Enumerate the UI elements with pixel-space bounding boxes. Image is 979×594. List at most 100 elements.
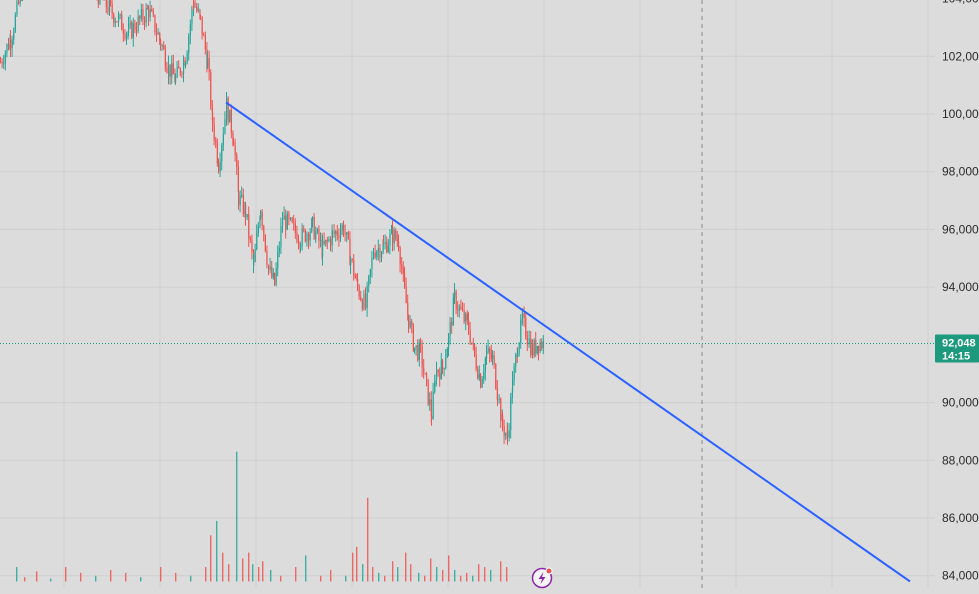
candle-body bbox=[373, 253, 374, 258]
candle-body bbox=[479, 374, 480, 378]
candle-body bbox=[136, 30, 137, 31]
candle-body bbox=[416, 345, 417, 347]
candle-body bbox=[247, 214, 248, 217]
candle-body bbox=[218, 163, 219, 171]
candle-body bbox=[229, 110, 230, 123]
candle-body bbox=[128, 25, 129, 32]
candle-body bbox=[355, 276, 356, 279]
candle-body bbox=[165, 49, 166, 68]
candle-body bbox=[226, 98, 227, 113]
candle-body bbox=[365, 294, 366, 308]
candle-body bbox=[106, 0, 107, 7]
candle-body bbox=[477, 369, 478, 378]
candle-body bbox=[15, 15, 16, 32]
current-price-badge: 92,048 14:15 bbox=[935, 334, 979, 362]
candle-body bbox=[271, 267, 272, 278]
candle-body bbox=[303, 228, 304, 229]
candle-body bbox=[401, 265, 402, 270]
candle-body bbox=[253, 262, 254, 266]
candle-body bbox=[457, 309, 458, 310]
volume-bar bbox=[472, 576, 473, 582]
candle-body bbox=[2, 62, 3, 63]
candle-body bbox=[256, 233, 257, 249]
candle-body bbox=[20, 0, 21, 3]
candle-body bbox=[352, 259, 353, 260]
volume-bar bbox=[248, 553, 249, 582]
candle-body bbox=[202, 16, 203, 35]
candle-body bbox=[205, 36, 206, 50]
candle-body bbox=[404, 274, 405, 287]
candle-body bbox=[265, 235, 266, 251]
candle-body bbox=[499, 399, 500, 400]
candle-body bbox=[240, 196, 241, 205]
candle-body bbox=[362, 300, 363, 309]
candle-body bbox=[441, 360, 442, 379]
candle-body bbox=[175, 77, 176, 82]
volume-bar bbox=[345, 576, 346, 582]
candle-body bbox=[163, 46, 164, 49]
candle-body bbox=[375, 253, 376, 258]
volume-bar bbox=[484, 567, 485, 581]
candle-body bbox=[314, 217, 315, 239]
candle-body bbox=[325, 240, 326, 244]
candle-body bbox=[231, 110, 232, 133]
candle-body bbox=[177, 67, 178, 77]
candle-body bbox=[464, 310, 465, 321]
candle-body bbox=[268, 265, 269, 269]
candle-body bbox=[470, 330, 471, 342]
candle-body bbox=[363, 294, 364, 309]
candle-body bbox=[383, 244, 384, 253]
candle-body bbox=[312, 217, 313, 220]
volume-bar bbox=[175, 573, 176, 582]
candle-body bbox=[144, 20, 145, 22]
volume-bar bbox=[430, 558, 431, 581]
candle-body bbox=[199, 10, 200, 16]
candle-body bbox=[118, 15, 119, 21]
candle-body bbox=[476, 355, 477, 369]
volume-bar bbox=[140, 577, 141, 581]
candle-body bbox=[482, 379, 483, 388]
candle-body bbox=[438, 370, 439, 373]
candle-body bbox=[512, 380, 513, 393]
candle-body bbox=[150, 9, 151, 17]
candle-body bbox=[462, 309, 463, 310]
candle-body bbox=[116, 21, 117, 22]
candle-body bbox=[468, 320, 469, 330]
candle-body bbox=[512, 392, 513, 397]
candle-body bbox=[115, 21, 116, 22]
candle-body bbox=[196, 7, 197, 11]
candle-body bbox=[335, 231, 336, 234]
candle-body bbox=[541, 342, 542, 348]
candle-body bbox=[203, 35, 204, 36]
current-price-label: 92,048 bbox=[942, 337, 976, 349]
candle-body bbox=[491, 354, 492, 359]
candle-body bbox=[277, 252, 278, 268]
candle-body bbox=[519, 343, 520, 354]
candle-body bbox=[288, 213, 289, 219]
candle-body bbox=[439, 373, 440, 379]
candle-body bbox=[494, 355, 495, 364]
candle-body bbox=[426, 374, 427, 379]
lightning-marker[interactable] bbox=[533, 568, 553, 588]
candle-body bbox=[500, 399, 501, 421]
volume-bar bbox=[270, 570, 271, 582]
volume-bar bbox=[418, 573, 419, 582]
candle-body bbox=[173, 63, 174, 74]
candle-body bbox=[368, 276, 369, 286]
candle-body bbox=[270, 267, 271, 270]
candle-body bbox=[214, 124, 215, 140]
candle-body bbox=[131, 22, 132, 38]
volume-bar bbox=[362, 564, 363, 581]
candle-body bbox=[474, 344, 475, 355]
candle-body bbox=[193, 2, 194, 6]
candle-body bbox=[221, 145, 222, 161]
candle-body bbox=[190, 24, 191, 36]
volume-bar bbox=[280, 576, 281, 582]
candle-body bbox=[379, 248, 380, 258]
volume-bar bbox=[436, 567, 437, 581]
candle-body bbox=[332, 231, 333, 232]
candle-body bbox=[310, 232, 311, 241]
candle-body bbox=[146, 8, 147, 22]
